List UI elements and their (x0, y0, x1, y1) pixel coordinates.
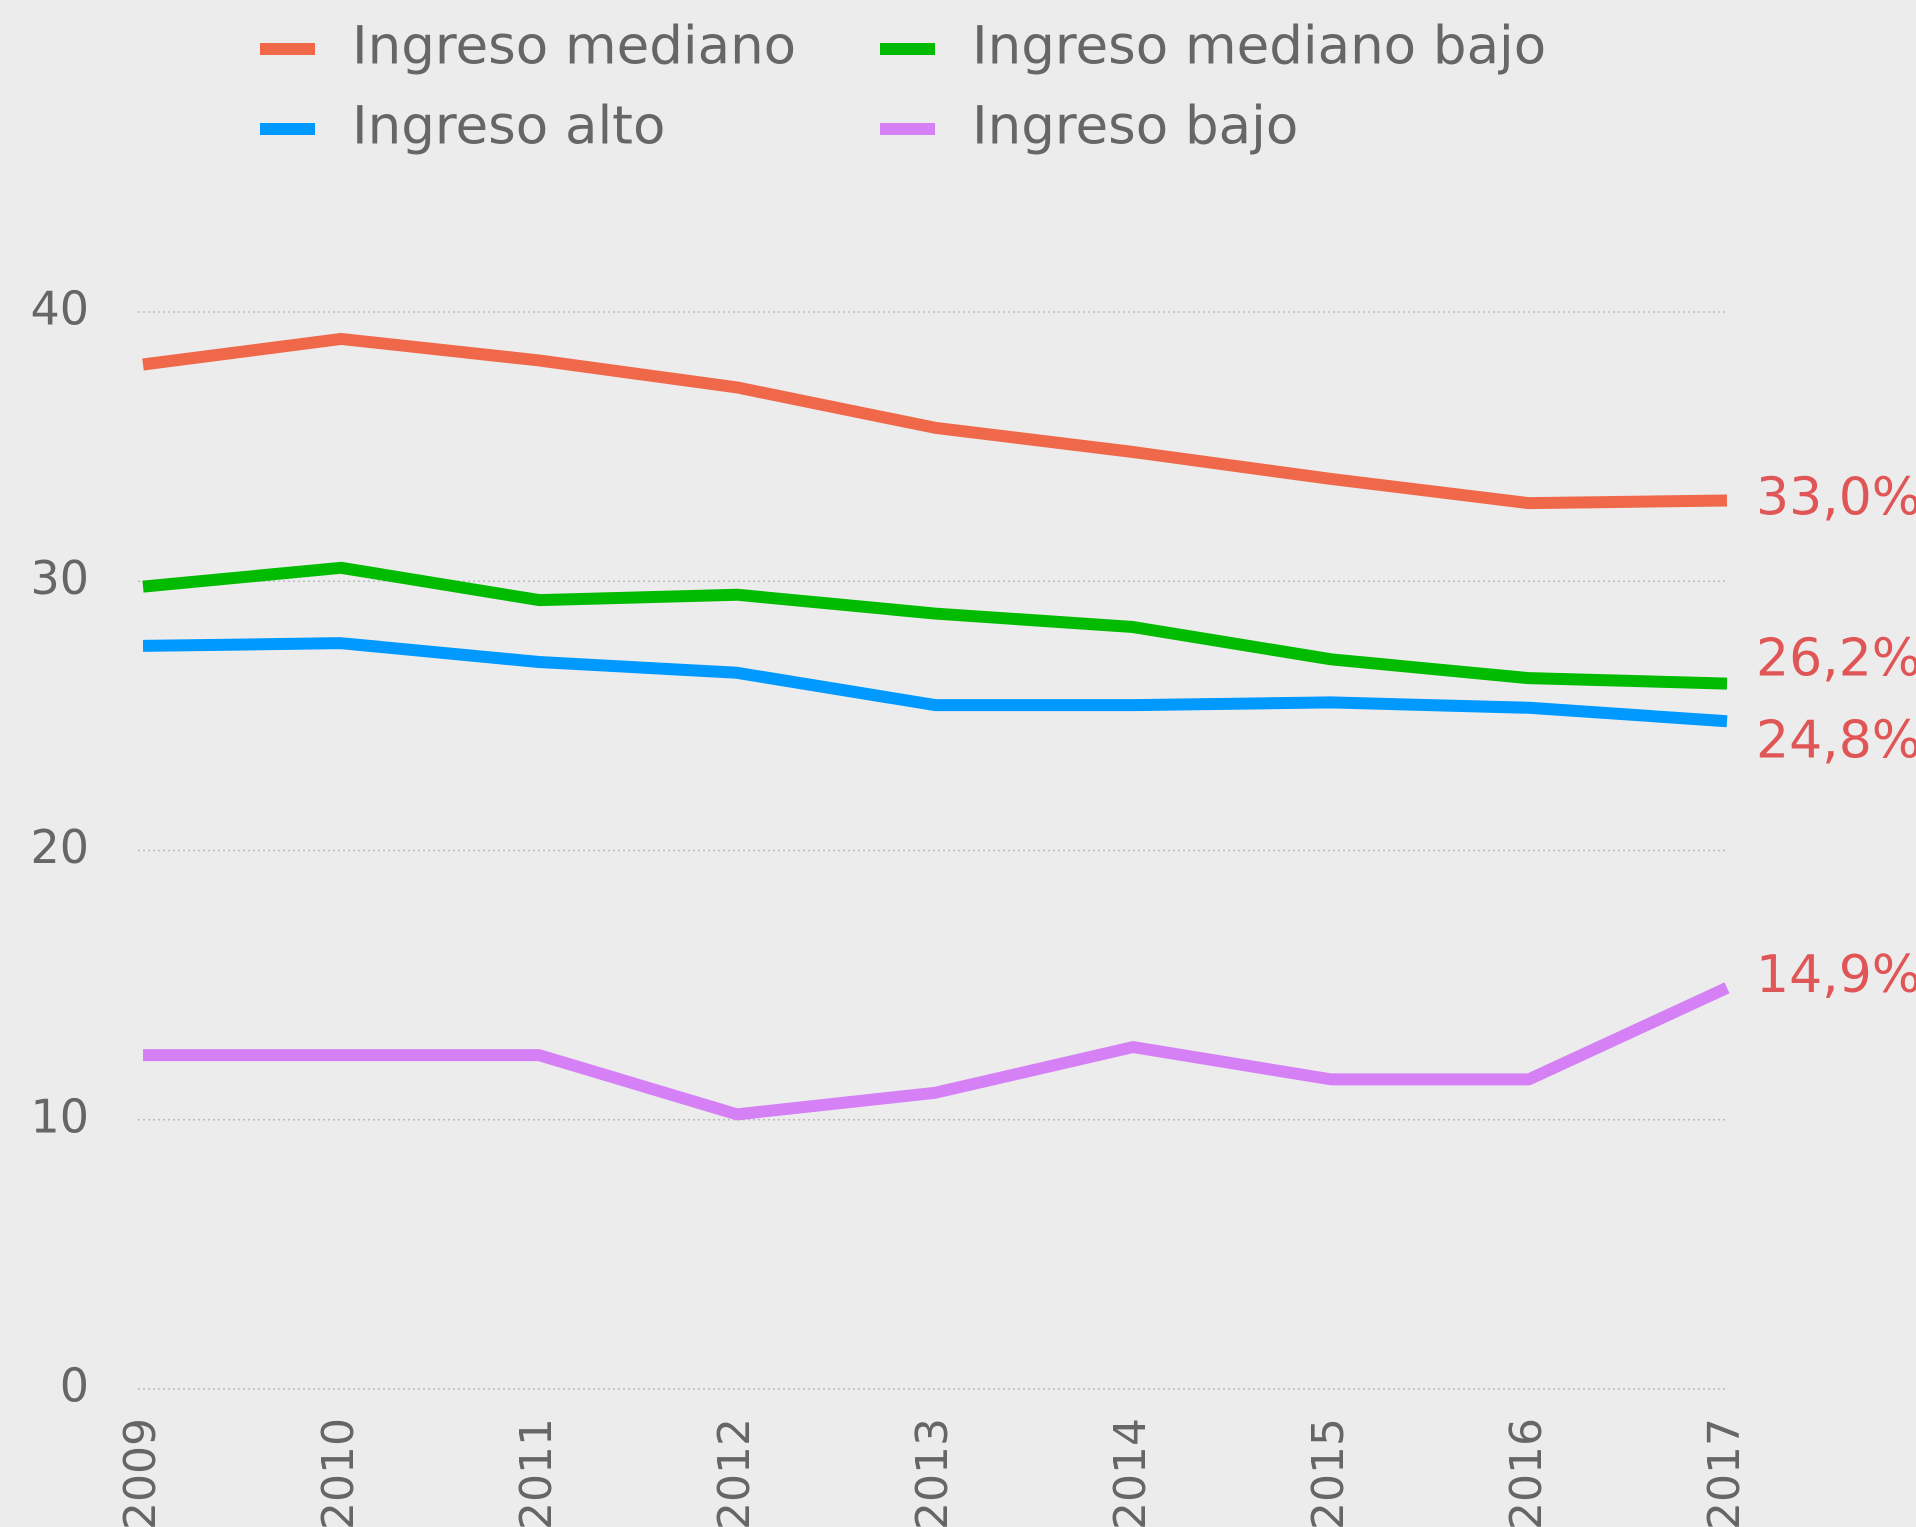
value-label: 26,2% (1756, 629, 1916, 689)
x-tick-label: 2012 (709, 1418, 760, 1527)
value-label: 24,8% (1756, 710, 1916, 770)
legend-label: Ingreso mediano (352, 16, 796, 77)
x-tick-label: 2011 (511, 1418, 562, 1527)
y-tick-label: 10 (30, 1089, 89, 1143)
x-tick-label: 2010 (313, 1418, 364, 1527)
x-tick-label: 2017 (1699, 1418, 1750, 1527)
x-tick-label: 2015 (1303, 1418, 1354, 1527)
series-line (142, 561, 1728, 690)
y-tick-label: 0 (60, 1359, 89, 1413)
x-tick-label: 2013 (907, 1418, 958, 1527)
legend-label: Ingreso alto (352, 96, 665, 157)
legend-label: Ingreso bajo (972, 96, 1298, 157)
x-tick-label: 2016 (1501, 1418, 1552, 1527)
x-tick-label: 2009 (115, 1418, 166, 1527)
series-line (142, 332, 1728, 510)
y-tick-label: 40 (30, 282, 89, 336)
series-line (143, 982, 1730, 1121)
y-tick-label: 20 (30, 820, 89, 874)
value-label: 33,0% (1756, 467, 1916, 527)
x-tick-label: 2014 (1105, 1418, 1156, 1527)
legend-label: Ingreso mediano bajo (972, 16, 1546, 77)
series-line (142, 637, 1728, 728)
value-label: 14,9% (1756, 945, 1916, 1005)
y-tick-label: 30 (30, 551, 89, 605)
